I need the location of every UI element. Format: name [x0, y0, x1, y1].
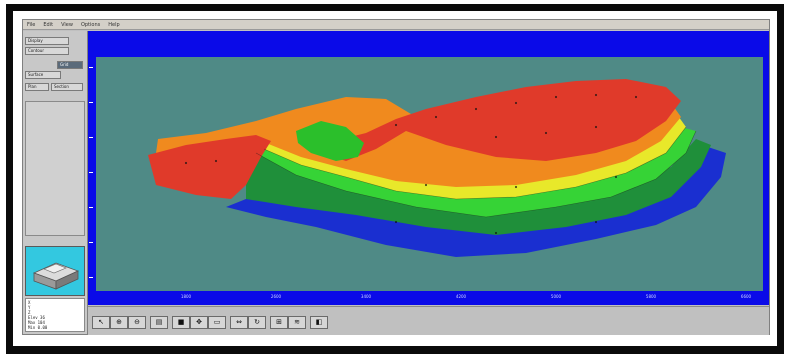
readout-line: Y: [28, 305, 31, 310]
zoom-out-icon: ⊖: [134, 318, 140, 326]
readout-line: Min 0.00: [28, 325, 48, 330]
layer-list[interactable]: [25, 101, 85, 236]
select-button[interactable]: ▭: [208, 316, 226, 329]
contour-line: [263, 126, 687, 200]
sample-point: [544, 131, 548, 135]
sample-point: [214, 159, 218, 163]
sample-point: [494, 231, 498, 235]
y-tick: [89, 207, 93, 208]
readout-line: X: [28, 300, 31, 305]
contour-high-low-zone: [156, 97, 681, 187]
fill-button[interactable]: ■: [172, 316, 190, 329]
plot-viewport[interactable]: 1800 2600 3400 4200 5000 5800 6600: [88, 31, 769, 305]
section-tool-button[interactable]: ⊞: [270, 316, 288, 329]
view3d-button[interactable]: ◧: [310, 316, 328, 329]
pointer-icon: ↖: [98, 318, 104, 326]
pointer-tool-button[interactable]: ↖: [92, 316, 110, 329]
application-window: File Edit View Options Help Display Cont…: [22, 19, 770, 335]
contour-map: [148, 79, 726, 257]
plan-button[interactable]: Plan: [25, 83, 49, 91]
view3d-icon: ◧: [315, 318, 323, 326]
x-tick-label: 5800: [645, 294, 657, 299]
menu-file[interactable]: File: [27, 21, 36, 28]
pan-icon: ✥: [196, 318, 202, 326]
sample-point: [614, 175, 618, 179]
contour-icon: ≋: [294, 318, 300, 326]
contour-low-zone: [226, 147, 726, 257]
readout-line: Elev 36: [28, 315, 45, 320]
coordinate-readout: X Y Z Elev 36 Max 104 Min 0.00: [25, 298, 85, 332]
section-icon: ⊞: [276, 318, 282, 326]
surface-button[interactable]: Surface: [25, 71, 61, 79]
block-model-thumbnail[interactable]: [25, 246, 85, 296]
readout-line: Max 104: [28, 320, 45, 325]
pan-button[interactable]: ✥: [190, 316, 208, 329]
sample-point: [594, 93, 598, 97]
y-tick: [89, 242, 93, 243]
contour-high-zone: [148, 135, 271, 199]
left-panel: Display Contour Grid Surface Plan Sectio…: [23, 31, 88, 334]
x-tick-label: 4200: [455, 294, 467, 299]
y-tick: [89, 277, 93, 278]
section-button[interactable]: Section: [51, 83, 83, 91]
block-model-icon: [32, 262, 80, 290]
sample-point: [394, 220, 398, 224]
y-tick: [89, 137, 93, 138]
measure-icon: ⇔: [236, 318, 242, 326]
print-icon: ▤: [155, 318, 163, 326]
sample-point: [494, 135, 498, 139]
rotate-button[interactable]: ↻: [248, 316, 266, 329]
contour-tool-button[interactable]: ≋: [288, 316, 306, 329]
sample-point: [634, 95, 638, 99]
select-icon: ▭: [213, 318, 221, 326]
y-tick: [89, 67, 93, 68]
menu-view[interactable]: View: [61, 21, 73, 28]
contour-inner-lobe: [296, 121, 364, 161]
display-button[interactable]: Display: [25, 37, 69, 45]
sample-point: [594, 220, 598, 224]
contour-mid-low-zone: [246, 139, 711, 235]
measure-button[interactable]: ⇔: [230, 316, 248, 329]
y-tick: [89, 102, 93, 103]
menu-bar: File Edit View Options Help: [23, 20, 769, 30]
sample-point: [554, 95, 558, 99]
bottom-toolbar: ↖ ⊕ ⊖ ▤ ■ ✥ ▭ ⇔ ↻ ⊞ ≋ ◧: [88, 306, 769, 335]
y-axis: [89, 57, 95, 291]
sample-point: [184, 161, 188, 165]
sample-point: [474, 107, 478, 111]
sample-point: [514, 101, 518, 105]
contour-line: [255, 130, 697, 218]
x-tick-label: 6600: [740, 294, 752, 299]
sample-points: [184, 93, 638, 235]
x-tick-label: 3400: [360, 294, 372, 299]
contour-button[interactable]: Contour: [25, 47, 69, 55]
zoom-out-button[interactable]: ⊖: [128, 316, 146, 329]
print-button[interactable]: ▤: [150, 316, 168, 329]
readout-line: Z: [28, 310, 31, 315]
menu-options[interactable]: Options: [80, 21, 101, 28]
sample-point: [514, 185, 518, 189]
zoom-in-icon: ⊕: [116, 318, 122, 326]
menu-help[interactable]: Help: [108, 21, 120, 28]
grid-button[interactable]: Grid: [57, 61, 83, 69]
x-tick-label: 5000: [550, 294, 562, 299]
sample-point: [424, 183, 428, 187]
sample-point: [434, 115, 438, 119]
x-tick-label: 1800: [180, 294, 192, 299]
x-tick-label: 2600: [270, 294, 282, 299]
sample-point: [594, 125, 598, 129]
sample-point: [394, 123, 398, 127]
rotate-icon: ↻: [254, 318, 260, 326]
contour-high-zone: [326, 79, 681, 161]
zoom-in-button[interactable]: ⊕: [110, 316, 128, 329]
menu-edit[interactable]: Edit: [43, 21, 54, 28]
x-axis: 1800 2600 3400 4200 5000 5800 6600: [96, 293, 763, 303]
contour-canvas[interactable]: [96, 57, 763, 291]
y-tick: [89, 172, 93, 173]
fill-icon: ■: [177, 318, 185, 326]
